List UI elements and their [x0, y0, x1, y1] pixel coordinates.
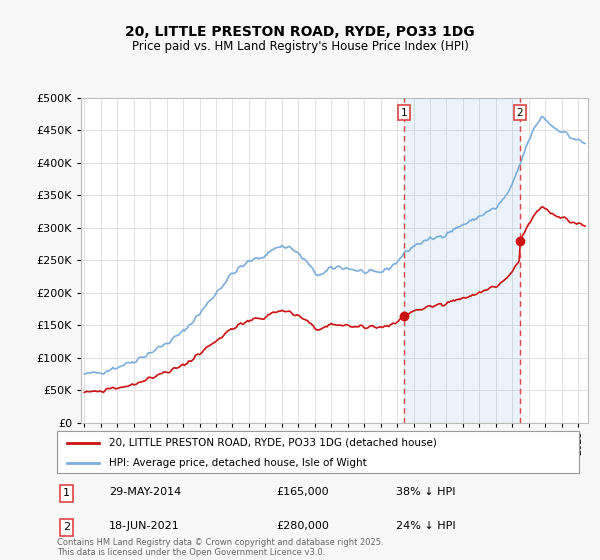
Text: 2: 2 — [517, 108, 523, 118]
Text: Contains HM Land Registry data © Crown copyright and database right 2025.
This d: Contains HM Land Registry data © Crown c… — [57, 538, 383, 557]
Text: 2: 2 — [63, 522, 70, 532]
Text: £165,000: £165,000 — [276, 487, 329, 497]
Text: 1: 1 — [400, 108, 407, 118]
FancyBboxPatch shape — [57, 431, 579, 473]
Text: 29-MAY-2014: 29-MAY-2014 — [109, 487, 181, 497]
Text: 38% ↓ HPI: 38% ↓ HPI — [397, 487, 456, 497]
Text: 20, LITTLE PRESTON ROAD, RYDE, PO33 1DG: 20, LITTLE PRESTON ROAD, RYDE, PO33 1DG — [125, 25, 475, 39]
Text: 24% ↓ HPI: 24% ↓ HPI — [397, 521, 456, 531]
Text: 1: 1 — [63, 488, 70, 498]
Text: £280,000: £280,000 — [276, 521, 329, 531]
Text: HPI: Average price, detached house, Isle of Wight: HPI: Average price, detached house, Isle… — [109, 458, 367, 468]
Text: 18-JUN-2021: 18-JUN-2021 — [109, 521, 180, 531]
Text: 20, LITTLE PRESTON ROAD, RYDE, PO33 1DG (detached house): 20, LITTLE PRESTON ROAD, RYDE, PO33 1DG … — [109, 438, 437, 448]
Text: Price paid vs. HM Land Registry's House Price Index (HPI): Price paid vs. HM Land Registry's House … — [131, 40, 469, 53]
Bar — [404, 98, 520, 423]
